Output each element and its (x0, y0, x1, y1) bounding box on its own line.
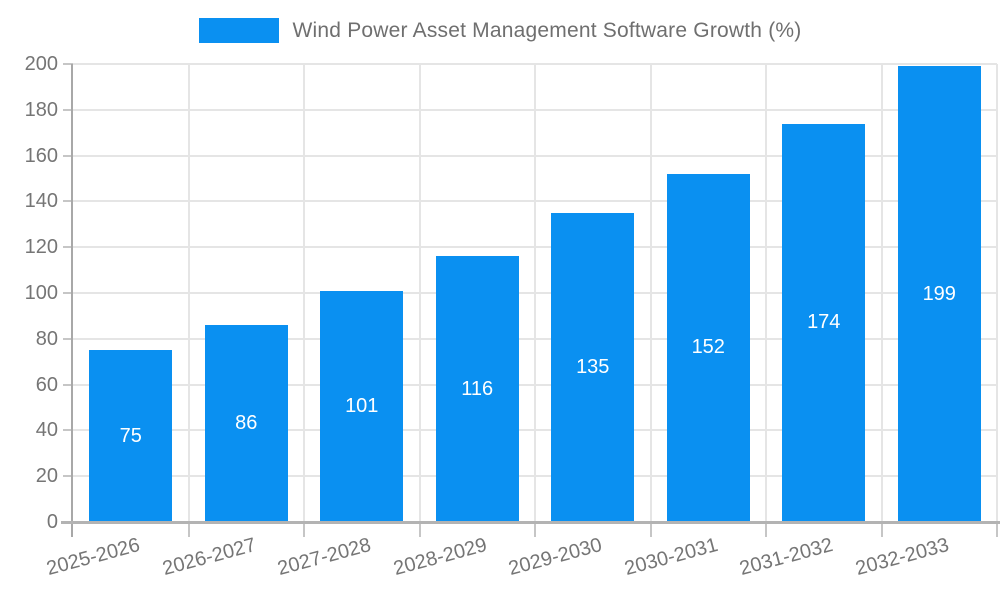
bar: 75 (89, 350, 173, 522)
bar-value-label: 86 (235, 412, 258, 435)
bar-value-label: 174 (807, 311, 841, 334)
x-tick-label: 2025-2026 (44, 534, 143, 581)
bar-value-label: 199 (922, 282, 956, 305)
y-tick-label: 40 (35, 419, 58, 442)
x-tick (880, 522, 883, 537)
y-tick-label: 160 (24, 144, 58, 167)
bar-value-label: 116 (461, 377, 494, 400)
y-tick-label: 20 (35, 465, 58, 488)
x-gridline (996, 64, 998, 522)
y-tick (63, 429, 73, 432)
y-tick (63, 200, 73, 203)
y-tick-label: 0 (46, 511, 58, 533)
bar-value-label: 152 (691, 336, 725, 359)
legend: Wind Power Asset Management Software Gro… (0, 18, 1000, 43)
x-tick (649, 522, 652, 537)
y-tick (63, 337, 73, 340)
bar-value-label: 101 (345, 394, 379, 417)
y-tick-label: 140 (24, 190, 58, 213)
bar-value-label: 135 (576, 355, 610, 378)
y-tick (63, 383, 73, 386)
bar-value-label: 75 (119, 424, 142, 447)
x-gridline (418, 64, 421, 522)
x-gridline (765, 64, 767, 522)
y-axis-line (71, 64, 73, 537)
plot-area: 75 86 101 116 135 152 174 199 (73, 63, 998, 522)
y-tick (63, 246, 73, 249)
y-tick-label: 100 (24, 282, 58, 304)
x-tick (418, 522, 421, 537)
x-gridline (534, 64, 536, 522)
x-tick (996, 522, 998, 537)
chart-title: Wind Power Asset Management Software Gro… (292, 18, 802, 42)
y-tick (63, 63, 73, 65)
x-tick-label: 2029-2030 (506, 534, 605, 581)
y-tick-label: 80 (35, 327, 58, 350)
x-tick-label: 2027-2028 (275, 534, 374, 581)
x-tick-label: 2030-2031 (621, 534, 720, 581)
x-tick-label: 2028-2029 (390, 534, 489, 581)
legend-swatch (198, 18, 279, 43)
x-tick-label: 2032-2033 (852, 534, 951, 581)
x-gridline (187, 64, 190, 522)
x-tick (765, 522, 767, 537)
y-tick-label: 120 (24, 236, 58, 259)
y-tick-label: 180 (24, 98, 58, 121)
x-tick (187, 522, 190, 537)
x-gridline (880, 64, 883, 522)
x-tick-label: 2031-2032 (737, 534, 836, 581)
bar: 116 (435, 256, 519, 522)
y-tick (63, 108, 73, 111)
y-tick (63, 292, 73, 294)
x-tick (534, 522, 536, 537)
x-gridline (649, 64, 652, 522)
x-tick-label: 2026-2027 (159, 534, 258, 581)
x-tick (303, 522, 305, 537)
y-tick-label: 60 (35, 373, 58, 396)
y-tick (63, 154, 73, 157)
bar: 199 (897, 66, 981, 522)
bar: 135 (551, 212, 635, 522)
y-tick (63, 475, 73, 478)
x-gridline (303, 64, 305, 522)
bar: 101 (320, 290, 404, 522)
y-tick-label: 200 (24, 53, 58, 75)
bar: 86 (204, 325, 288, 522)
bar: 174 (782, 123, 866, 522)
bar: 152 (666, 173, 750, 522)
x-axis-line (61, 521, 1000, 524)
